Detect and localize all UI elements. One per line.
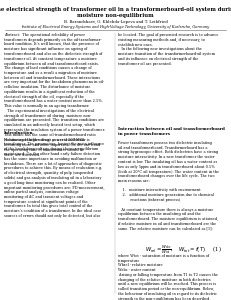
Text: Introduction: Introduction: [4, 131, 33, 135]
Text: Power transformers possess two dielectric insulating
oil and transformerboard. T: Power transformers possess two dielectri…: [118, 141, 219, 230]
Text: Institute of Electrical Energy Systems and High-Voltage Technology, University o: Institute of Electrical Energy Systems a…: [21, 25, 210, 29]
Text: moisture non-equilibrium: moisture non-equilibrium: [77, 13, 154, 18]
Text: be located. The goal of presented research is to advance
existing measuring meth: be located. The goal of presented resear…: [118, 33, 219, 65]
Text: B. Barandshaev, O. Khlebda-Lopeva and T. Leibfried: B. Barandshaev, O. Khlebda-Lopeva and T.…: [64, 20, 167, 24]
Text: Interaction between oil and transformerboard
in power transformers: Interaction between oil and transformerb…: [118, 127, 225, 136]
Text: $W_{rel} = \frac{W_{abs}}{W_{tot}},$   $W_{tot} = f(T)$     (1): $W_{rel} = \frac{W_{abs}}{W_{tot}},$ $W_…: [145, 243, 222, 256]
Text: Abstract:  The operational reliability of power
transformers depends primarily o: Abstract: The operational reliability of…: [4, 33, 105, 156]
Text: where Wtot - saturation of moisture is a function of
temperature
Whrel - relativ: where Wtot - saturation of moisture is a…: [118, 254, 218, 300]
Text: Monitoring of high-voltage power transformer is
becoming more and more important: Monitoring of high-voltage power transfo…: [4, 138, 105, 218]
Text: The electrical strength of transformer oil in a transformerboard-oil system duri: The electrical strength of transformer o…: [0, 7, 231, 12]
